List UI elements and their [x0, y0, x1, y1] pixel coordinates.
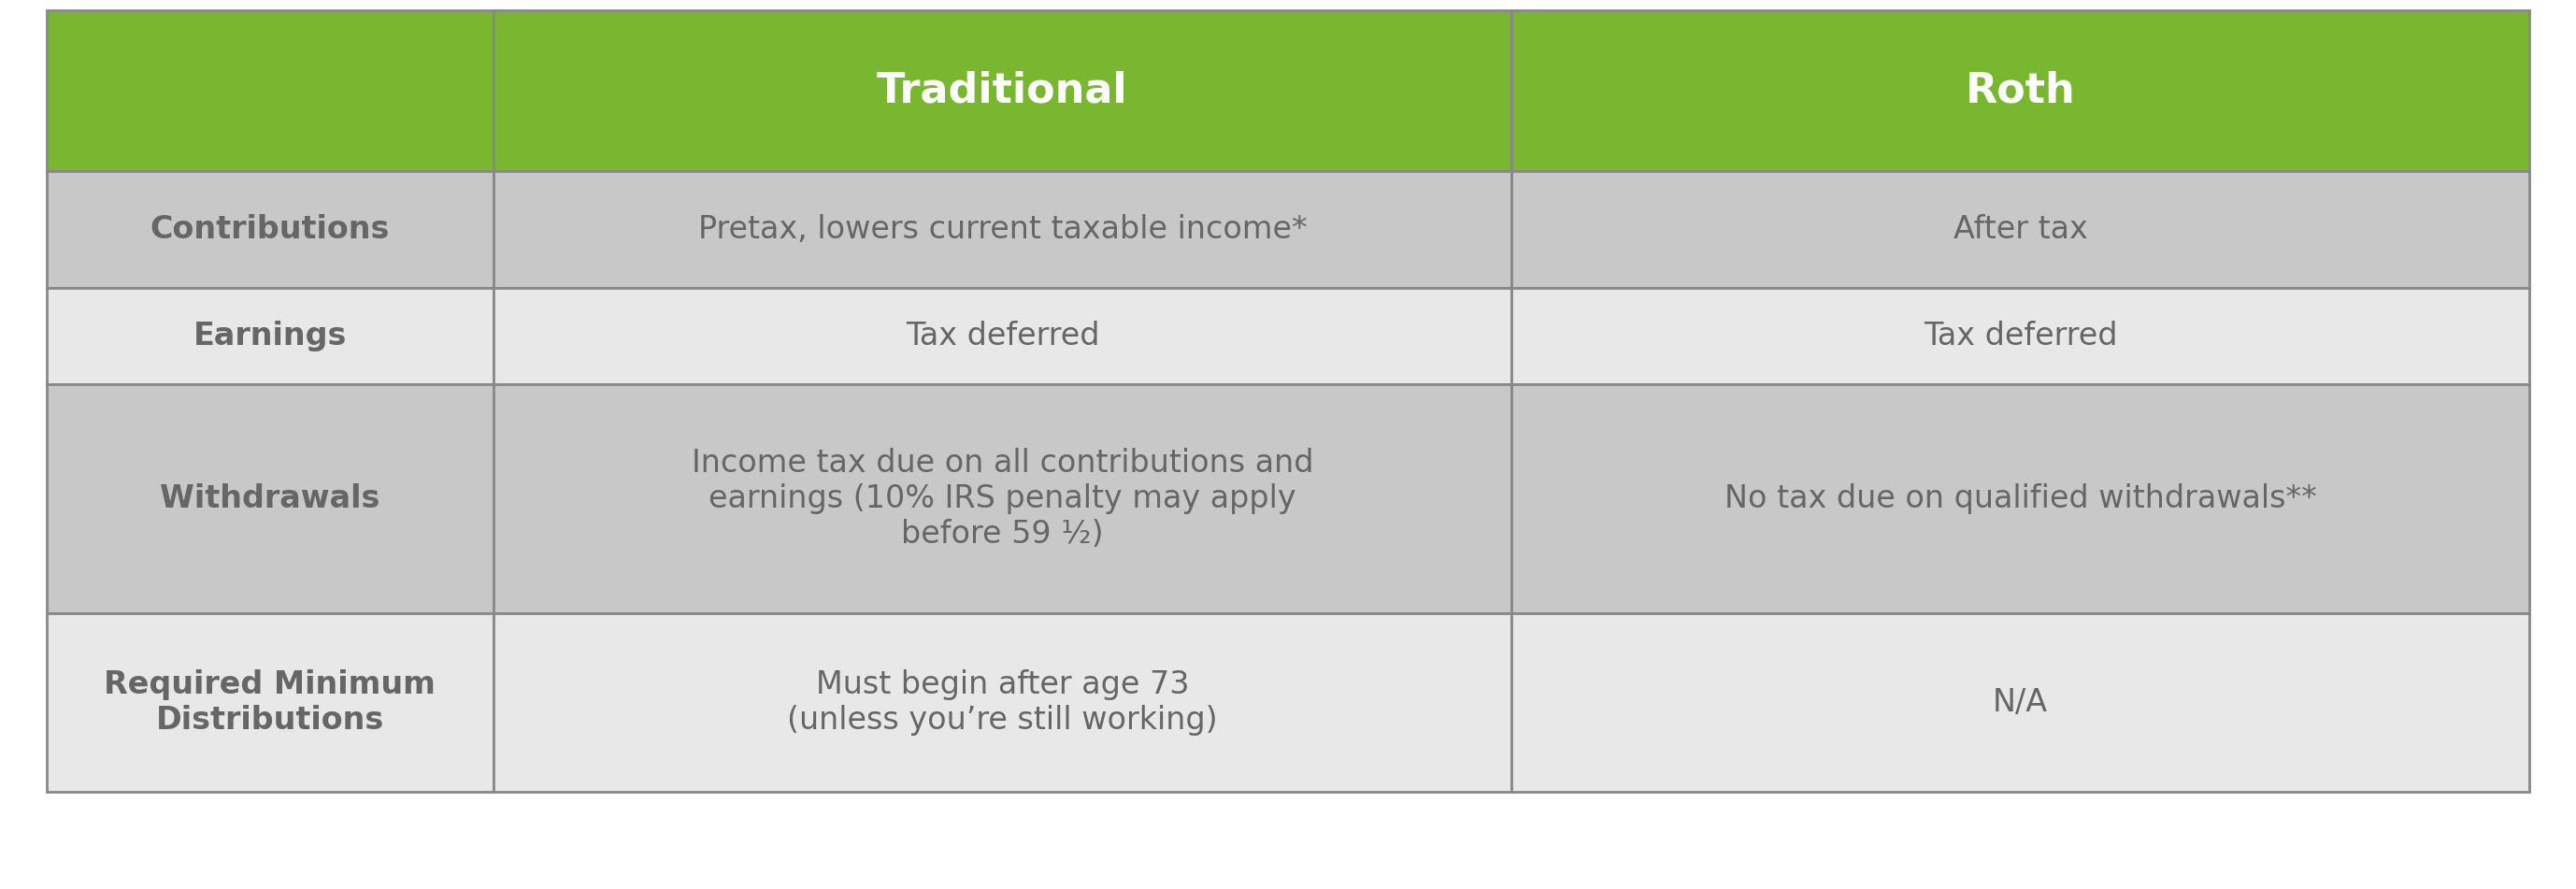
Bar	[1512, 11, 2530, 172]
Bar	[46, 11, 495, 172]
Text: Income tax due on all contributions and
earnings (10% IRS penalty may apply
befo: Income tax due on all contributions and …	[690, 447, 1314, 550]
Bar	[495, 172, 1512, 288]
Text: Contributions: Contributions	[149, 214, 389, 245]
Text: Traditional: Traditional	[876, 71, 1128, 111]
Text: Withdrawals: Withdrawals	[160, 484, 379, 514]
Bar	[1512, 288, 2530, 384]
Bar	[495, 384, 1512, 613]
Bar	[495, 288, 1512, 384]
Text: Tax deferred: Tax deferred	[1924, 321, 2117, 351]
Text: After tax: After tax	[1953, 214, 2087, 245]
Bar	[46, 172, 495, 288]
Text: Required Minimum
Distributions: Required Minimum Distributions	[103, 669, 435, 736]
Bar	[1512, 172, 2530, 288]
Bar	[495, 11, 1512, 172]
Bar	[46, 288, 495, 384]
Bar	[495, 613, 1512, 791]
Bar	[46, 613, 495, 791]
Text: Roth: Roth	[1965, 71, 2076, 111]
Bar	[46, 384, 495, 613]
Text: Pretax, lowers current taxable income*: Pretax, lowers current taxable income*	[698, 214, 1306, 245]
Text: Tax deferred: Tax deferred	[904, 321, 1100, 351]
Bar	[1512, 613, 2530, 791]
Bar	[1512, 384, 2530, 613]
Text: Must begin after age 73
(unless you’re still working): Must begin after age 73 (unless you’re s…	[788, 669, 1218, 736]
Text: Earnings: Earnings	[193, 321, 348, 351]
Text: No tax due on qualified withdrawals**: No tax due on qualified withdrawals**	[1723, 484, 2316, 514]
Text: N/A: N/A	[1994, 687, 2048, 718]
